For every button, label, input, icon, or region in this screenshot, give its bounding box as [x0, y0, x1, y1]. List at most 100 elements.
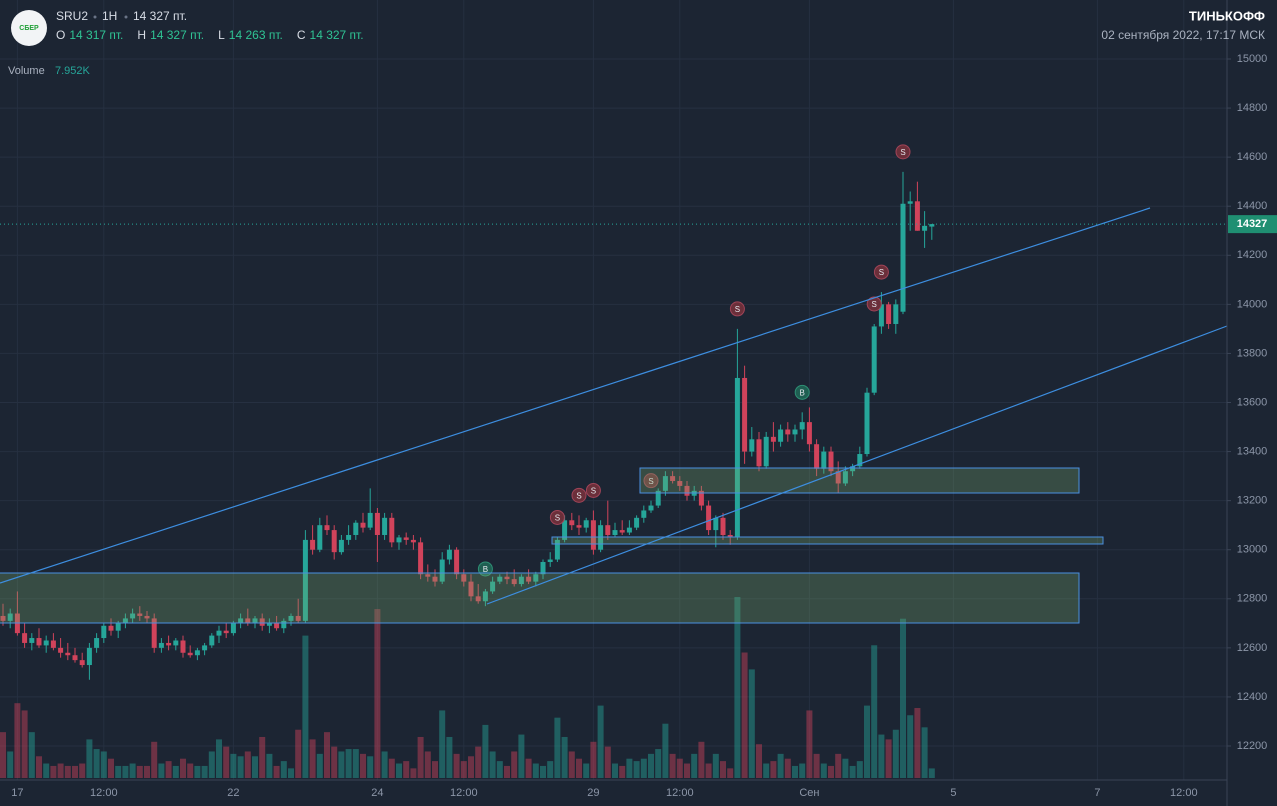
volume-bar — [691, 753, 698, 778]
candle-body — [569, 520, 575, 526]
candle-body — [252, 618, 258, 624]
volume-bar — [417, 736, 424, 778]
candle-body — [929, 224, 935, 227]
candle-body — [814, 444, 820, 469]
volume-bar — [288, 768, 294, 778]
y-tick-label: 13800 — [1237, 347, 1268, 359]
candle-body — [504, 576, 510, 580]
candle-body — [590, 520, 596, 550]
x-tick-label: 12:00 — [1170, 787, 1198, 799]
candle-body — [857, 454, 863, 467]
volume-bar — [244, 751, 251, 778]
y-tick-label: 14600 — [1237, 151, 1268, 163]
candle-body — [382, 517, 388, 535]
candle-body — [785, 429, 791, 435]
candle-body — [850, 466, 856, 472]
candle-body — [410, 539, 416, 543]
ohlc-value: 14 327 пт. — [310, 28, 364, 42]
candle-body — [65, 652, 71, 656]
candle-body — [50, 640, 56, 648]
signal-marker — [571, 487, 587, 503]
candle-body — [526, 576, 532, 582]
candle-body — [662, 476, 668, 491]
brand: ТИНЬКОФФ — [1189, 8, 1265, 23]
candle-body — [670, 476, 676, 482]
logo — [11, 10, 47, 46]
volume-bar — [763, 763, 770, 778]
ohlc-key: C — [297, 28, 306, 42]
volume-bar — [252, 756, 258, 778]
volume-bar — [489, 751, 496, 778]
volume-bar — [734, 597, 741, 778]
volume-bar — [172, 765, 179, 778]
y-tick-label: 12600 — [1237, 642, 1268, 654]
candle-body — [310, 539, 316, 550]
volume-bar — [108, 758, 114, 778]
candle-body — [734, 377, 740, 538]
volume-bar — [777, 753, 784, 778]
plot-area: B S S S S S B S S S — [0, 0, 1227, 780]
volume-bar — [792, 765, 798, 778]
volume-bar — [367, 756, 374, 778]
candle-body — [907, 201, 913, 204]
last-price-label: 14327 — [1237, 218, 1268, 230]
signal-label: S — [576, 491, 581, 500]
volume-bar — [230, 753, 237, 778]
volume-bar — [842, 758, 849, 778]
volume-bar — [633, 761, 640, 778]
separator — [93, 15, 97, 19]
volume-bar — [136, 765, 143, 778]
ohlc-value: 14 317 пт. — [69, 28, 123, 42]
volume-bar — [28, 732, 35, 778]
interval: 1H — [102, 9, 117, 23]
candle-body — [518, 576, 524, 585]
volume-bar — [914, 708, 921, 778]
y-tick-label: 13400 — [1237, 445, 1268, 457]
volume-bar — [302, 635, 309, 778]
volume-bar — [554, 717, 561, 778]
volume-bar — [122, 765, 129, 778]
zone — [639, 467, 1080, 494]
volume-bar — [619, 765, 626, 778]
candle-body — [396, 537, 402, 543]
volume-bar — [648, 753, 654, 778]
x-tick-label: 12:00 — [90, 787, 118, 799]
volume-bar — [21, 710, 28, 778]
candle-body — [137, 613, 143, 616]
candle-body — [799, 422, 805, 430]
volume-bar — [129, 763, 136, 778]
candle-body — [0, 615, 6, 621]
signal-marker — [729, 301, 745, 317]
y-tick-label: 14400 — [1237, 200, 1268, 212]
candle-body — [533, 574, 539, 582]
candle-body — [439, 559, 445, 582]
x-tick-label: 12:00 — [666, 787, 694, 799]
candle-body — [101, 625, 107, 639]
ohlc-key: L — [218, 28, 225, 42]
candle-body — [461, 574, 467, 582]
x-tick-label: 22 — [227, 787, 239, 799]
volume-bar — [770, 761, 777, 778]
candle-body — [79, 660, 85, 666]
volume-bar — [748, 669, 755, 778]
volume-bar — [900, 618, 906, 778]
volume-bar — [216, 739, 222, 778]
header: СБЕР SRU2 1H 14 327 пт. ТИНЬКОФФ 02 сент… — [8, 8, 1265, 76]
volume-bar — [151, 741, 158, 778]
volume-bar — [194, 765, 201, 778]
candle-body — [295, 615, 301, 621]
signal-label: S — [900, 148, 905, 157]
candle-body — [86, 647, 92, 666]
candle-body — [634, 517, 640, 528]
signal-label: B — [483, 565, 488, 574]
volume-bar — [388, 758, 395, 778]
ohlc-key: H — [137, 28, 146, 42]
volume-bar — [612, 763, 618, 778]
volume-bar — [511, 751, 518, 778]
x-tick-label: 12:00 — [450, 787, 478, 799]
candle-body — [648, 505, 654, 511]
volume-bar — [446, 736, 453, 778]
volume-bar — [432, 761, 438, 778]
volume-bar — [14, 703, 21, 778]
candle-body — [864, 392, 870, 455]
